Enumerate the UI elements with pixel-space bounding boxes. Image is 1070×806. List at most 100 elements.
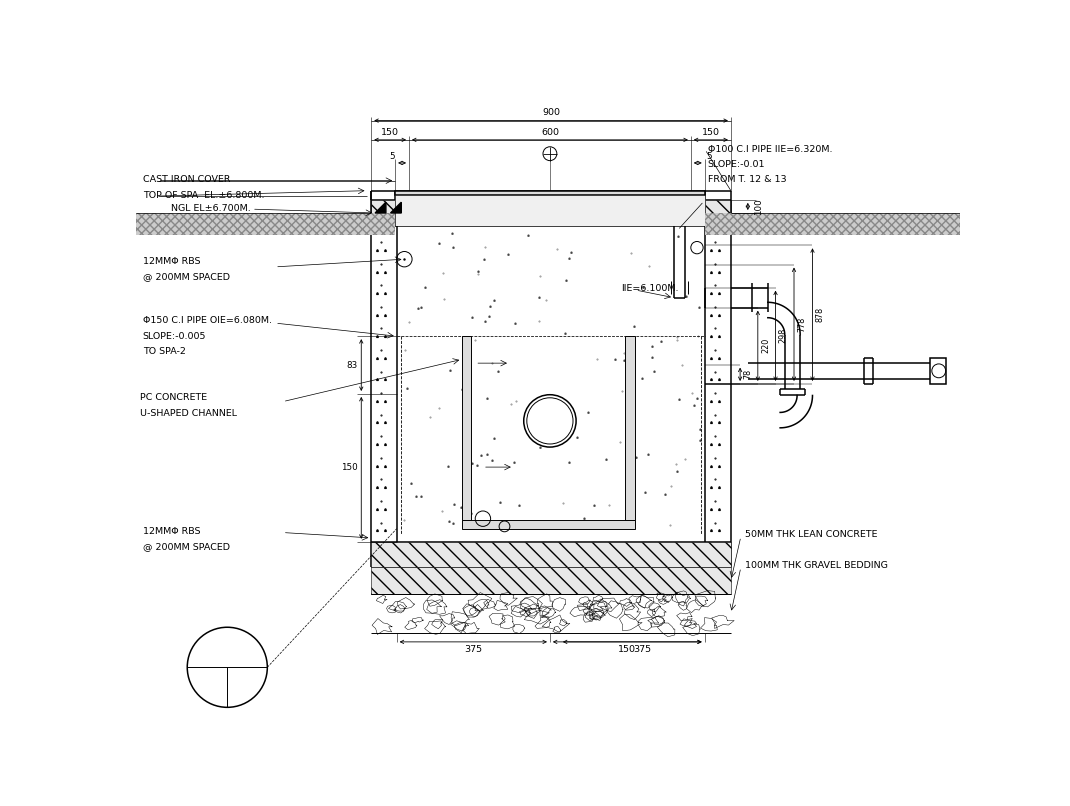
Polygon shape	[455, 622, 467, 631]
Polygon shape	[675, 591, 689, 606]
Text: Φ150 C.I PIPE OIE=6.080M.: Φ150 C.I PIPE OIE=6.080M.	[142, 316, 272, 326]
Polygon shape	[606, 600, 623, 618]
Polygon shape	[683, 625, 700, 636]
Polygon shape	[470, 608, 479, 617]
Polygon shape	[542, 615, 570, 633]
Text: 150: 150	[381, 127, 399, 137]
Polygon shape	[473, 600, 489, 611]
Polygon shape	[431, 619, 443, 629]
Polygon shape	[696, 596, 707, 606]
Polygon shape	[676, 613, 692, 621]
Polygon shape	[450, 621, 469, 633]
Polygon shape	[629, 596, 641, 604]
Polygon shape	[520, 598, 538, 612]
Bar	[371, 567, 731, 594]
Polygon shape	[694, 591, 716, 607]
Bar	[705, 213, 731, 235]
Polygon shape	[624, 604, 641, 620]
Text: 220: 220	[761, 339, 770, 354]
Polygon shape	[583, 600, 594, 609]
Polygon shape	[520, 596, 538, 609]
Circle shape	[187, 627, 268, 708]
Polygon shape	[653, 606, 666, 617]
Text: 100: 100	[754, 198, 763, 215]
Polygon shape	[452, 612, 470, 625]
Polygon shape	[656, 593, 667, 602]
Polygon shape	[524, 604, 541, 616]
Polygon shape	[484, 599, 495, 609]
Polygon shape	[590, 613, 601, 621]
Bar	[395, 191, 705, 195]
Polygon shape	[463, 622, 479, 634]
Text: 298: 298	[779, 328, 788, 343]
Bar	[371, 542, 731, 567]
Polygon shape	[525, 609, 537, 618]
Text: SLOPE:-0.01: SLOPE:-0.01	[707, 160, 765, 169]
Polygon shape	[578, 603, 590, 611]
Polygon shape	[658, 599, 669, 604]
Polygon shape	[570, 606, 590, 617]
Polygon shape	[583, 608, 596, 616]
Polygon shape	[560, 620, 567, 626]
Text: A: A	[218, 644, 236, 667]
Text: IIE=6.100M.: IIE=6.100M.	[622, 284, 679, 293]
Bar	[625, 336, 635, 520]
Polygon shape	[493, 600, 508, 610]
Polygon shape	[511, 606, 526, 617]
Polygon shape	[592, 611, 606, 620]
Text: 150: 150	[340, 463, 357, 472]
Polygon shape	[513, 625, 524, 634]
Circle shape	[523, 395, 576, 447]
Text: 5: 5	[389, 152, 395, 161]
Bar	[462, 336, 472, 520]
Polygon shape	[520, 608, 531, 617]
Polygon shape	[552, 597, 566, 611]
Text: 375: 375	[464, 645, 483, 654]
Polygon shape	[535, 616, 551, 629]
Polygon shape	[593, 596, 602, 602]
Polygon shape	[463, 604, 478, 616]
Bar	[395, 195, 705, 226]
Text: FROM T. 12 & 13: FROM T. 12 & 13	[707, 176, 786, 185]
Polygon shape	[388, 601, 407, 611]
Text: 12MMΦ RBS: 12MMΦ RBS	[142, 526, 200, 535]
Polygon shape	[377, 596, 387, 604]
Polygon shape	[427, 594, 442, 606]
Polygon shape	[500, 592, 518, 605]
Polygon shape	[372, 618, 392, 634]
Text: 150: 150	[702, 127, 720, 137]
Text: @ 200MM SPACED: @ 200MM SPACED	[142, 272, 230, 281]
Polygon shape	[701, 617, 717, 631]
Bar	[731, 213, 961, 235]
Text: 50MM THK LEAN CONCRETE: 50MM THK LEAN CONCRETE	[745, 530, 877, 539]
Polygon shape	[537, 594, 553, 609]
Polygon shape	[662, 594, 673, 602]
Polygon shape	[585, 613, 598, 621]
Text: 1152: 1152	[196, 690, 215, 696]
Polygon shape	[657, 623, 675, 637]
Polygon shape	[376, 202, 386, 213]
Polygon shape	[681, 618, 692, 626]
Text: 83: 83	[347, 360, 357, 370]
Polygon shape	[672, 592, 690, 603]
Polygon shape	[398, 597, 415, 609]
Polygon shape	[590, 599, 612, 616]
Bar	[930, 358, 947, 384]
Polygon shape	[647, 617, 664, 627]
Polygon shape	[583, 613, 594, 622]
Polygon shape	[648, 603, 660, 612]
Polygon shape	[620, 614, 642, 631]
Polygon shape	[590, 609, 603, 619]
Bar	[137, 213, 371, 235]
Polygon shape	[386, 605, 396, 613]
Text: ATM: ATM	[198, 676, 213, 682]
Polygon shape	[687, 600, 704, 613]
Polygon shape	[553, 626, 561, 633]
Polygon shape	[638, 617, 659, 630]
Polygon shape	[468, 592, 492, 611]
Polygon shape	[639, 596, 655, 608]
Text: 900: 900	[542, 108, 560, 118]
Polygon shape	[624, 602, 635, 610]
Polygon shape	[391, 202, 401, 213]
Text: 600: 600	[541, 127, 559, 137]
